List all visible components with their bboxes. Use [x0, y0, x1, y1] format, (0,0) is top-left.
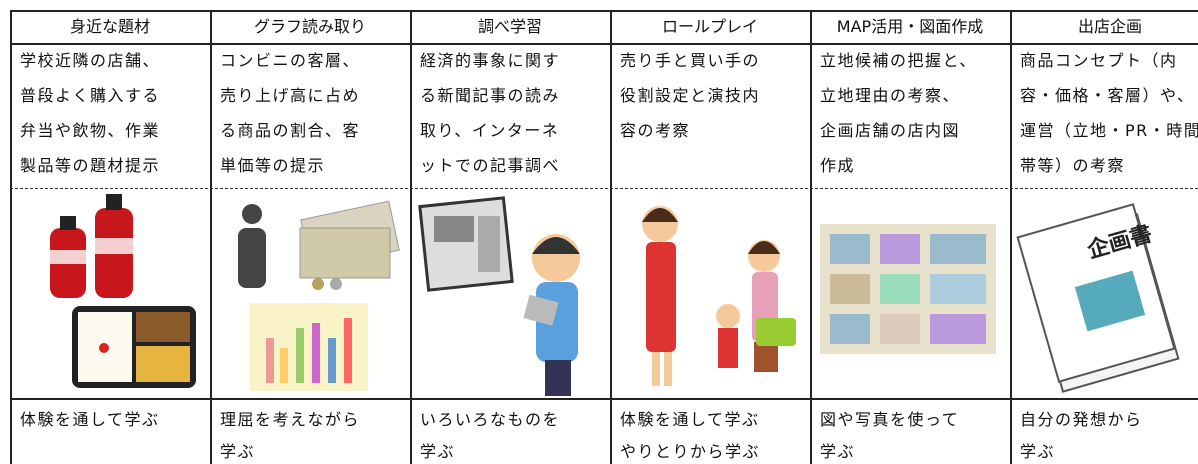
column-header: MAP活用・図面作成	[836, 17, 984, 36]
description-line: 作成	[820, 156, 856, 175]
description-line: 商品コンセプト（内	[1020, 51, 1178, 70]
drinks-and-bento	[50, 194, 196, 388]
description-line: 売り上げ高に占め	[220, 86, 361, 105]
column-header: グラフ読み取り	[253, 17, 366, 36]
outcome-line: 理屈を考えながら	[220, 410, 361, 429]
description-line: 売り手と買い手の	[620, 51, 761, 70]
description-line: コンビニの客層、	[220, 51, 361, 70]
image-border	[10, 398, 1198, 400]
description-line: 取り、インターネ	[420, 121, 560, 140]
column-header: 調べ学習	[477, 17, 542, 36]
dashed-divider	[10, 188, 1198, 189]
description-line: 役割設定と演技内	[620, 86, 761, 105]
outcome-line: 図や写真を使って	[820, 410, 960, 429]
outcome-line: 体験を通して学ぶ	[620, 410, 760, 429]
stats-figures	[238, 200, 400, 391]
outcome-line: 自分の発想から	[1020, 410, 1143, 429]
description-line: 弁当や飲物、作業	[20, 121, 161, 140]
town-map	[820, 224, 996, 354]
role-play-people	[642, 206, 796, 386]
description-line: 企画店舗の店内図	[820, 121, 961, 140]
column-border	[810, 10, 812, 464]
illustrations: 企画書	[50, 194, 1180, 396]
column-border	[410, 10, 412, 464]
column-border	[610, 10, 612, 464]
header-border	[10, 43, 1198, 45]
column-header: ロールプレイ	[661, 17, 758, 36]
column-header: 出店企画	[1077, 17, 1142, 36]
proposal-doc: 企画書	[1016, 203, 1180, 393]
description-line: 製品等の題材提示	[20, 156, 161, 175]
description-line: 容・価格・客層）や、	[1020, 86, 1195, 105]
description-line: 運営（立地・PR・時間	[1020, 121, 1198, 140]
description-line: ットでの記事調べ	[420, 156, 561, 175]
description-line: 容の考察	[620, 121, 691, 140]
column-border	[210, 10, 212, 464]
column-header: 身近な題材	[69, 17, 150, 36]
column-border	[10, 10, 12, 464]
newspaper-and-reader	[418, 196, 580, 396]
top-border	[10, 10, 1198, 12]
description-line: 帯等）の考察	[1020, 156, 1126, 175]
description-line: 学校近隣の店舗、	[20, 51, 161, 70]
description-line: る新聞記事の読み	[420, 86, 561, 105]
outcome-line: いろいろなものを	[420, 410, 561, 429]
description-line: 立地理由の考察、	[820, 86, 961, 105]
outcome-line: やりとりから学ぶ	[620, 442, 761, 461]
description-line: 立地候補の把握と、	[820, 51, 977, 70]
outcome-line: 学ぶ	[820, 442, 856, 461]
description-line: 単価等の提示	[220, 156, 326, 175]
outcome-line: 体験を通して学ぶ	[20, 410, 160, 429]
description-line: る商品の割合、客	[220, 121, 361, 140]
description-line: 経済的事象に関す	[420, 51, 561, 70]
column-border	[1010, 10, 1012, 464]
outcome-line: 学ぶ	[420, 442, 456, 461]
outcome-line: 学ぶ	[1020, 442, 1056, 461]
outcome-line: 学ぶ	[220, 442, 256, 461]
description-line: 普段よく購入する	[20, 86, 161, 105]
